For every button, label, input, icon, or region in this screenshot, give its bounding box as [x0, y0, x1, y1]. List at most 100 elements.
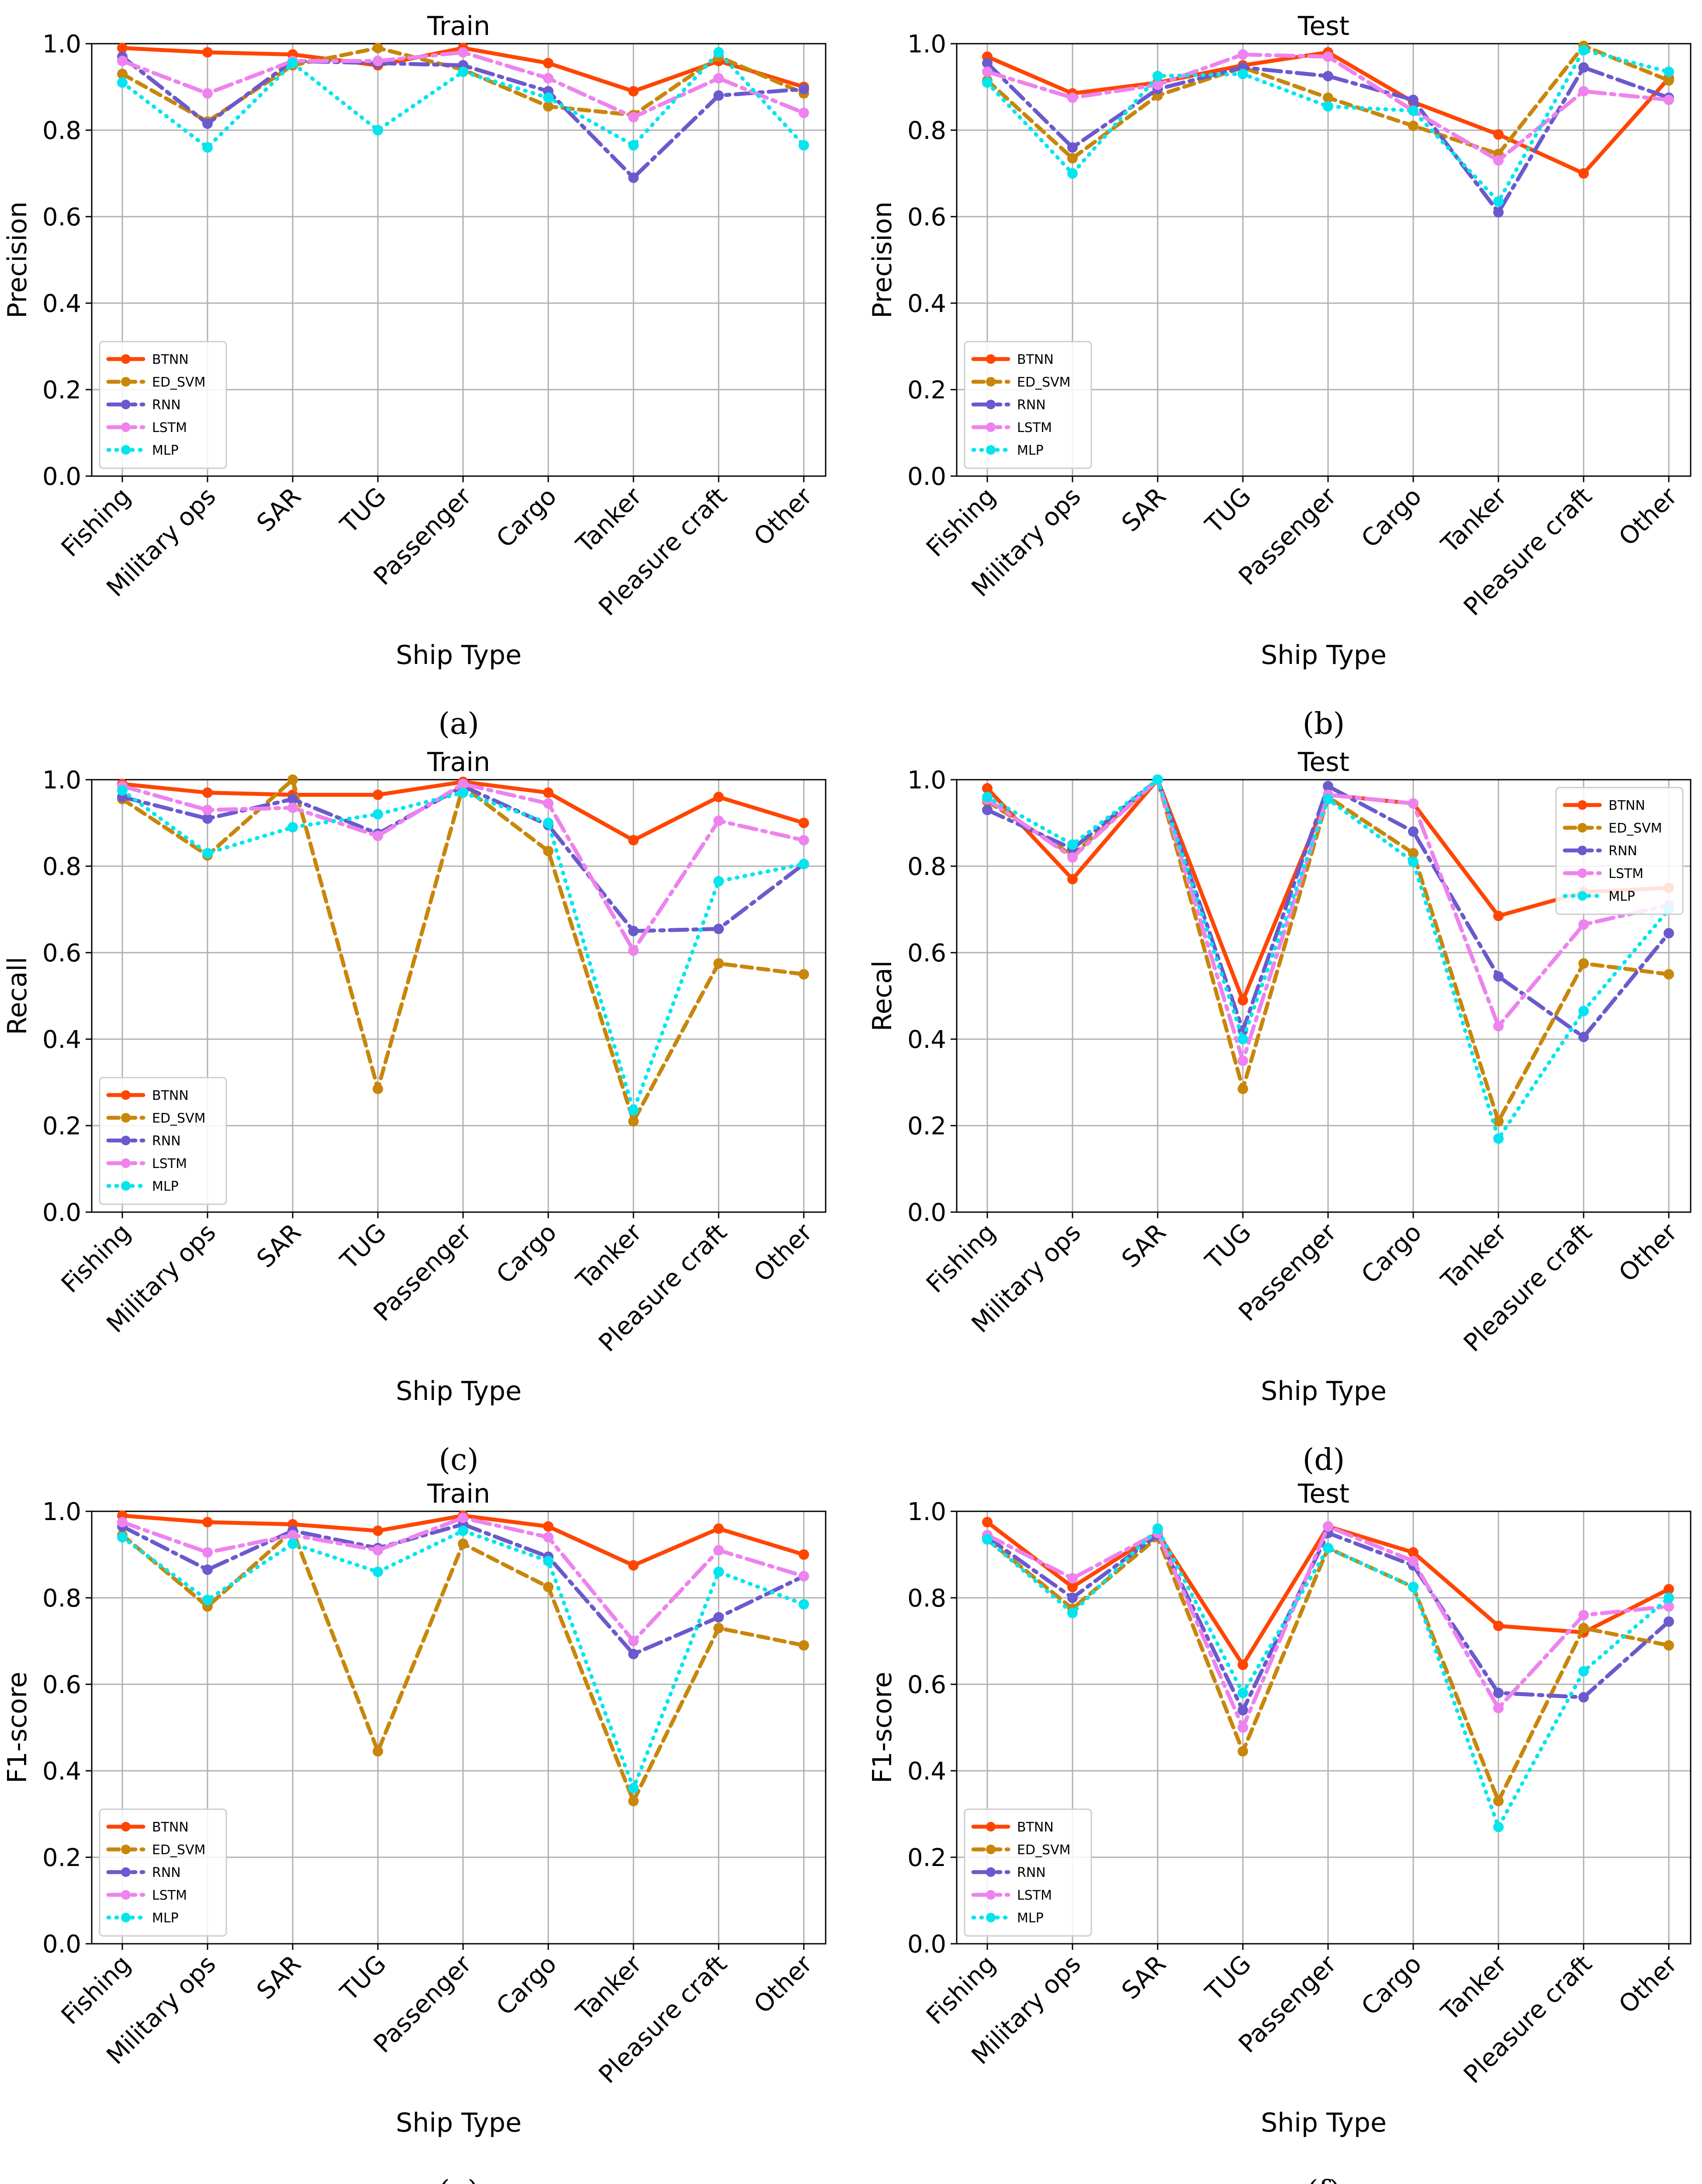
legend-label: MLP — [152, 1911, 179, 1926]
data-point-mlp — [1323, 1543, 1333, 1554]
data-point-btnn — [1408, 1547, 1418, 1558]
data-point-lstm — [1067, 852, 1078, 863]
x-axis-label: Ship Type — [1261, 640, 1387, 670]
legend-marker-btnn — [121, 354, 131, 364]
y-tick-label: 0.4 — [42, 290, 81, 318]
x-tick-label: Fishing — [921, 482, 1001, 563]
legend-marker-mlp — [121, 445, 131, 455]
data-point-mlp — [1152, 71, 1163, 82]
legend-label: RNN — [1017, 1865, 1046, 1880]
plot-frame — [91, 43, 827, 477]
data-point-btnn — [1664, 1584, 1674, 1595]
data-point-btnn — [982, 783, 993, 794]
series-line-rnn — [985, 778, 1671, 1039]
series-group — [117, 42, 809, 183]
data-point-rnn — [713, 90, 724, 101]
x-tick-label: TUG — [335, 1218, 392, 1275]
x-tick-label: SAR — [251, 1218, 306, 1273]
legend-marker-btnn — [121, 1090, 131, 1100]
legend-marker-mlp — [1577, 891, 1587, 901]
series-line-mlp — [985, 48, 1671, 204]
x-tick-label: Other — [748, 1949, 818, 2019]
data-point-rnn — [799, 83, 809, 94]
data-point-ed_svm — [1664, 1640, 1674, 1651]
y-tick-label: 0.4 — [42, 1026, 81, 1054]
legend-label: LSTM — [152, 420, 187, 435]
legend-label: RNN — [152, 1865, 181, 1880]
data-point-lstm — [1067, 92, 1078, 103]
series-group — [982, 40, 1674, 218]
x-tick-label: Other — [748, 482, 818, 551]
data-point-lstm — [628, 945, 639, 956]
data-point-ed_svm — [1238, 1746, 1248, 1757]
data-point-lstm — [1578, 86, 1589, 97]
x-tick-label: Cargo — [491, 1950, 562, 2021]
data-point-rnn — [1067, 1593, 1078, 1603]
data-point-mlp — [1238, 69, 1248, 79]
data-point-btnn — [1067, 1582, 1078, 1593]
data-point-mlp — [1408, 105, 1418, 116]
data-point-mlp — [982, 77, 993, 88]
plot-frame — [956, 1510, 1692, 1945]
data-point-mlp — [373, 125, 383, 135]
legend-marker-lstm — [1577, 868, 1587, 878]
legend-label: LSTM — [152, 1156, 187, 1171]
y-tick-label: 0.0 — [42, 1930, 81, 1959]
legend-label: BTNN — [152, 352, 189, 367]
y-axis-label: Precision — [867, 201, 898, 318]
data-point-lstm — [799, 1571, 809, 1582]
data-point-ed_svm — [458, 1538, 468, 1549]
data-point-mlp — [1664, 1593, 1674, 1603]
plot-frame — [956, 43, 1692, 477]
y-tick-label: 0.6 — [42, 939, 81, 968]
data-point-mlp — [1664, 66, 1674, 77]
data-point-rnn — [1408, 826, 1418, 837]
legend-marker-lstm — [121, 1890, 131, 1900]
legend-box — [964, 1808, 1092, 1937]
data-point-btnn — [1238, 1659, 1248, 1670]
data-point-mlp — [1238, 1034, 1248, 1044]
data-point-lstm — [202, 1547, 213, 1558]
legend-marker-ed_svm — [121, 1845, 131, 1854]
legend-label: ED_SVM — [152, 375, 206, 390]
data-point-lstm — [287, 802, 298, 813]
data-point-ed_svm — [373, 42, 383, 53]
data-point-rnn — [1664, 928, 1674, 939]
y-tick-label: 0.8 — [907, 853, 946, 881]
y-tick-label: 0.6 — [907, 1671, 946, 1699]
legend: BTNN ED_SVM RNN LSTM MLP — [99, 341, 227, 469]
legend-marker-ed_svm — [121, 377, 131, 387]
data-point-mlp — [543, 818, 553, 828]
chart-title: Train — [427, 1479, 490, 1509]
data-point-ed_svm — [1323, 92, 1333, 103]
data-point-btnn — [1238, 995, 1248, 1006]
data-point-mlp — [713, 1566, 724, 1577]
x-tick-label: Other — [1613, 482, 1683, 551]
data-point-mlp — [1408, 857, 1418, 867]
data-point-mlp — [713, 876, 724, 887]
data-point-mlp — [202, 1594, 213, 1605]
data-point-ed_svm — [1493, 1796, 1504, 1807]
legend-marker-lstm — [121, 422, 131, 432]
legend-box — [99, 1808, 227, 1937]
data-point-lstm — [1493, 1703, 1504, 1714]
data-point-ed_svm — [713, 1623, 724, 1634]
legend: BTNN ED_SVM RNN LSTM MLP — [99, 1808, 227, 1937]
data-point-ed_svm — [628, 1116, 639, 1127]
x-tick-label: TUG — [1200, 482, 1257, 539]
data-point-mlp — [1067, 168, 1078, 179]
y-tick-label: 0.6 — [42, 1671, 81, 1699]
x-tick-label: SAR — [1116, 482, 1171, 537]
data-point-rnn — [1664, 1616, 1674, 1627]
y-tick-label: 0.4 — [907, 290, 946, 318]
y-tick-label: 0.2 — [42, 1844, 81, 1872]
data-point-rnn — [713, 1612, 724, 1623]
data-point-btnn — [543, 58, 553, 69]
data-point-lstm — [628, 112, 639, 123]
data-point-btnn — [713, 791, 724, 802]
legend-label: RNN — [152, 1133, 181, 1149]
data-point-rnn — [1493, 1687, 1504, 1698]
x-tick-label: Fishing — [56, 482, 136, 563]
x-tick-label: Fishing — [56, 1218, 136, 1299]
data-point-rnn — [628, 172, 639, 183]
